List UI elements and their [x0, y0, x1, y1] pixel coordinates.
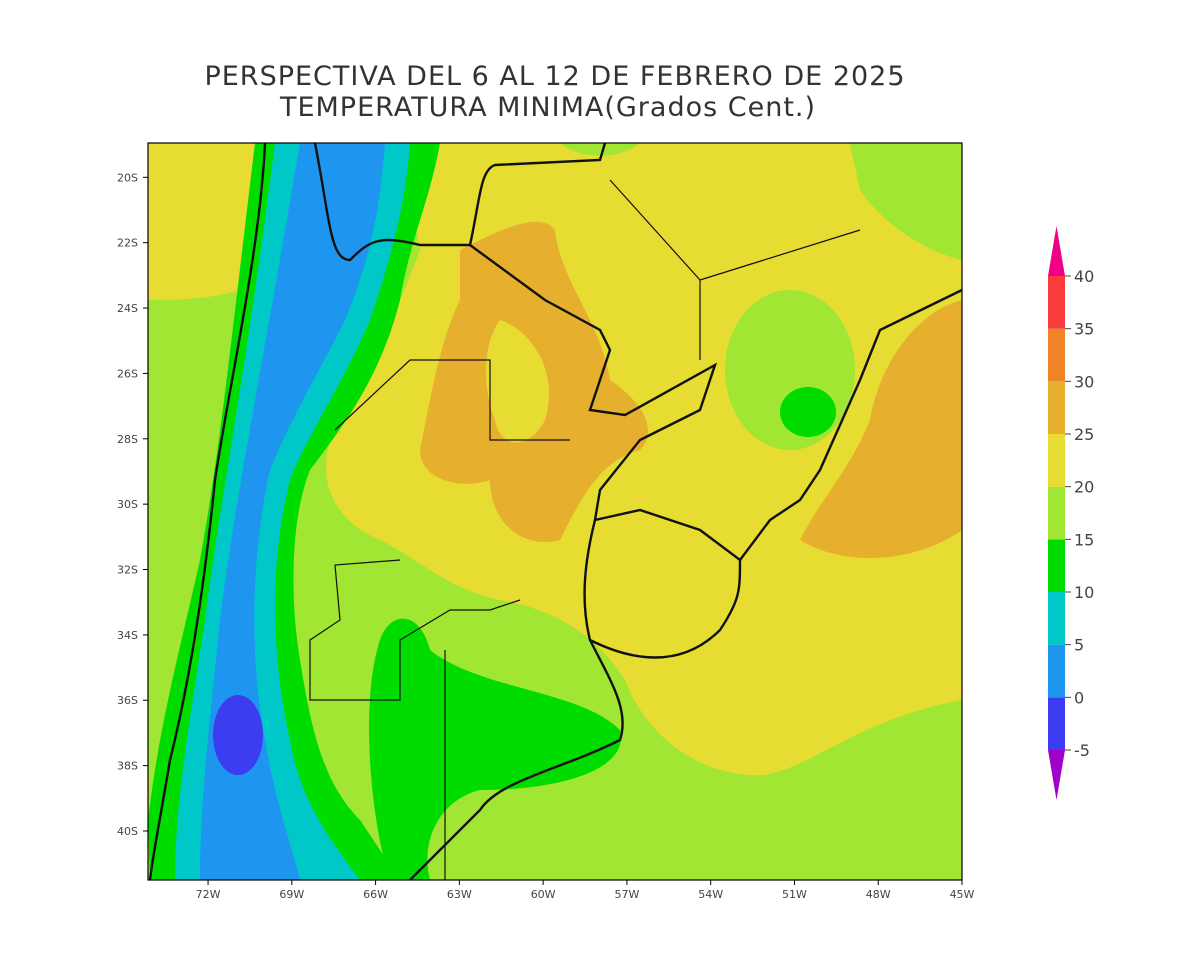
- x-tick-label: 72W: [196, 888, 221, 901]
- y-tick-label: 24S: [117, 302, 138, 315]
- colorbar-extension: [1048, 750, 1065, 800]
- y-tick-label: 40S: [117, 825, 138, 838]
- colorbar-label: 35: [1074, 320, 1094, 339]
- colorbar-label: 0: [1074, 688, 1084, 707]
- colorbar-segment: [1048, 434, 1065, 487]
- colorbar-label: 5: [1074, 636, 1084, 655]
- title-line: PERSPECTIVA DEL 6 AL 12 DE FEBRERO DE 20…: [204, 61, 905, 92]
- x-tick-label: 60W: [531, 888, 556, 901]
- y-tick-label: 30S: [117, 498, 138, 511]
- x-tick-label: 48W: [866, 888, 891, 901]
- x-tick-label: 66W: [363, 888, 388, 901]
- map-frame: [147, 142, 963, 881]
- colorbar-label: 30: [1074, 372, 1094, 391]
- colorbar-label: 25: [1074, 425, 1094, 444]
- y-tick-label: 28S: [117, 433, 138, 446]
- colorbar-segment: [1048, 381, 1065, 434]
- colorbar-label: 15: [1074, 530, 1094, 549]
- colorbar-label: 10: [1074, 583, 1094, 602]
- x-tick-label: 45W: [950, 888, 975, 901]
- y-tick-label: 38S: [117, 760, 138, 773]
- x-tick-label: 69W: [279, 888, 304, 901]
- colorbar-segment: [1048, 539, 1065, 592]
- y-tick-label: 34S: [117, 629, 138, 642]
- colorbar-extension: [1048, 226, 1065, 276]
- colorbar-segment: [1048, 644, 1065, 698]
- colorbar-segment: [1048, 592, 1065, 645]
- y-tick-label: 26S: [117, 367, 138, 380]
- y-tick-label: 36S: [117, 694, 138, 707]
- colorbar-segment: [1048, 328, 1065, 382]
- y-tick-label: 22S: [117, 237, 138, 250]
- x-tick-label: 54W: [698, 888, 723, 901]
- x-tick-label: 63W: [447, 888, 472, 901]
- colorbar-segment: [1048, 697, 1065, 750]
- x-tick-label: 51W: [782, 888, 807, 901]
- colorbar-label: 40: [1074, 267, 1094, 286]
- colorbar-segment: [1048, 486, 1065, 540]
- y-tick-label: 32S: [117, 564, 138, 577]
- colorbar-label: -5: [1074, 741, 1090, 760]
- temperature-field: [148, 143, 962, 880]
- colorbar-segment: [1048, 276, 1065, 329]
- title-line: TEMPERATURA MINIMA(Grados Cent.): [279, 92, 816, 123]
- colorbar-label: 20: [1074, 478, 1094, 497]
- x-tick-label: 57W: [614, 888, 639, 901]
- y-tick-label: 20S: [117, 171, 138, 184]
